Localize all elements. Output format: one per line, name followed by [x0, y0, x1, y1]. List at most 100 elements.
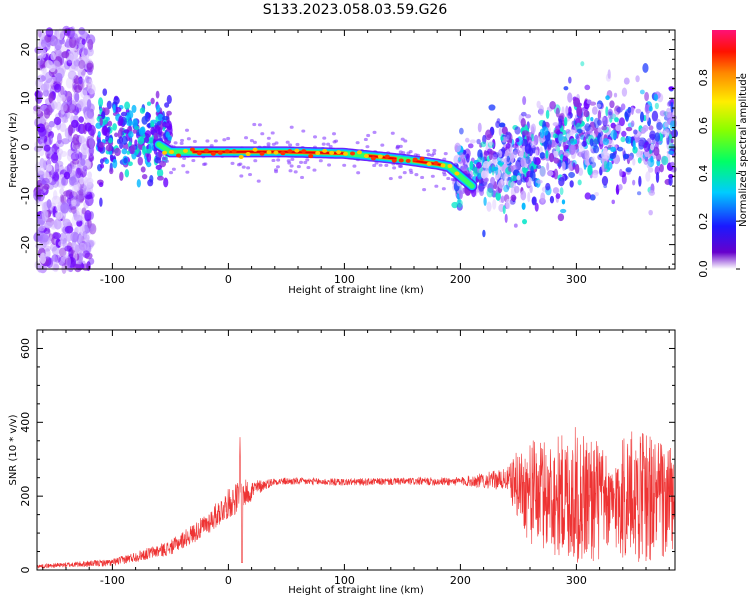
heatmap-blob	[515, 137, 520, 143]
heatmap-blob	[497, 179, 505, 189]
heatmap-blob	[586, 99, 592, 105]
heatmap-blob	[506, 155, 510, 163]
heatmap-blob	[565, 128, 571, 134]
heatmap-blob	[500, 195, 505, 204]
heatmap-blob	[454, 142, 461, 153]
heatmap-blob	[568, 171, 575, 179]
heatmap-blob	[587, 164, 593, 176]
heatmap-blob	[568, 129, 576, 135]
heatmap-blob	[84, 122, 92, 132]
heatmap-blob	[654, 132, 661, 142]
heatmap-blob	[81, 207, 87, 215]
heatmap-blob	[43, 137, 52, 146]
heatmap-blob	[84, 240, 90, 251]
heatmap-blob	[663, 128, 670, 137]
heatmap-blob	[321, 142, 326, 146]
heatmap-blob	[380, 143, 385, 147]
heatmap-blob	[536, 100, 541, 109]
heatmap-blob	[60, 202, 70, 214]
heatmap-ridge-dot	[315, 151, 321, 156]
colorbar-label: Normalized spectral amplitude	[738, 73, 749, 227]
heatmap-blob	[609, 100, 615, 109]
heatmap-blob	[131, 104, 137, 113]
heatmap-blob	[623, 77, 630, 85]
heatmap-blob	[43, 245, 51, 252]
heatmap-blob	[145, 111, 149, 118]
heatmap-blob	[154, 124, 161, 135]
heatmap-blob	[63, 190, 72, 197]
heatmap-blob	[654, 165, 660, 176]
heatmap-blob	[644, 91, 649, 102]
heatmap-blob	[499, 162, 503, 167]
heatmap-blob	[37, 74, 46, 83]
heatmap-blob	[495, 191, 501, 201]
heatmap-blob	[123, 157, 128, 164]
heatmap-blob	[72, 142, 81, 150]
heatmap-blob	[52, 232, 61, 240]
heatmap-blob	[50, 153, 59, 164]
heatmap-blob	[192, 139, 197, 144]
heatmap-blob	[74, 244, 79, 255]
heatmap-blob	[594, 191, 599, 197]
heatmap-blob	[56, 148, 64, 156]
heatmap-blob	[70, 206, 77, 214]
heatmap-blob	[539, 128, 545, 139]
heatmap-blob	[432, 148, 437, 153]
heatmap-blob	[552, 187, 560, 194]
heatmap-blob	[539, 152, 546, 159]
heatmap-blob	[426, 153, 431, 157]
heatmap-blob	[430, 174, 435, 178]
heatmap-blob	[166, 94, 172, 104]
heatmap-blob	[50, 52, 57, 61]
heatmap-ridge	[153, 139, 478, 192]
heatmap-blob	[226, 136, 231, 141]
heatmap-blob	[65, 77, 74, 89]
heatmap-blob	[496, 118, 501, 124]
heatmap-blob	[128, 131, 134, 138]
heatmap-blob	[77, 151, 83, 161]
heatmap-blob	[137, 135, 145, 145]
snr-x-tick-label: 300	[566, 574, 587, 587]
heatmap-blob	[621, 87, 628, 97]
heatmap-blob	[467, 143, 474, 149]
heatmap-blob	[121, 148, 128, 155]
heatmap-blob	[648, 105, 653, 112]
heatmap-blob	[633, 129, 638, 135]
snr-y-tick-label: 400	[19, 412, 32, 433]
heatmap-blob	[62, 237, 68, 250]
heatmap-blob	[119, 171, 124, 182]
heatmap-blob	[43, 122, 50, 130]
heatmap-blob	[63, 103, 70, 114]
heatmap-blob	[589, 194, 596, 201]
snr-frame	[36, 329, 676, 571]
heatmap-blob	[143, 136, 150, 144]
heatmap-blob	[66, 163, 73, 175]
heatmap-blob	[70, 119, 79, 128]
heatmap-blob	[241, 165, 246, 169]
heatmap-blob	[603, 160, 608, 170]
heatmap-blob	[97, 130, 101, 138]
heatmap-blob	[181, 164, 186, 168]
heatmap-blob	[498, 127, 503, 137]
heatmap-blob	[82, 165, 88, 172]
heatmap-blob	[597, 127, 602, 133]
heatmap-blob	[334, 139, 339, 143]
heatmap-blob	[545, 109, 550, 119]
heatmap-blob	[236, 163, 241, 167]
heatmap-blob	[553, 157, 560, 164]
heatmap-blob	[77, 78, 85, 85]
heatmap-blob	[483, 149, 488, 161]
heatmap-blob	[650, 143, 655, 151]
heatmap-blob	[46, 164, 53, 172]
heatmap-blob	[504, 213, 508, 224]
heatmap-blob	[98, 182, 104, 188]
heatmap-blob	[406, 151, 411, 155]
heatmap-blob	[56, 28, 65, 40]
heatmap-ridge-dot	[162, 150, 168, 155]
heatmap-blob	[203, 162, 208, 166]
heatmap-blob	[185, 128, 190, 132]
heatmap-blob	[271, 158, 276, 163]
heatmap-blob	[491, 164, 495, 176]
heatmap-blob	[40, 39, 47, 48]
